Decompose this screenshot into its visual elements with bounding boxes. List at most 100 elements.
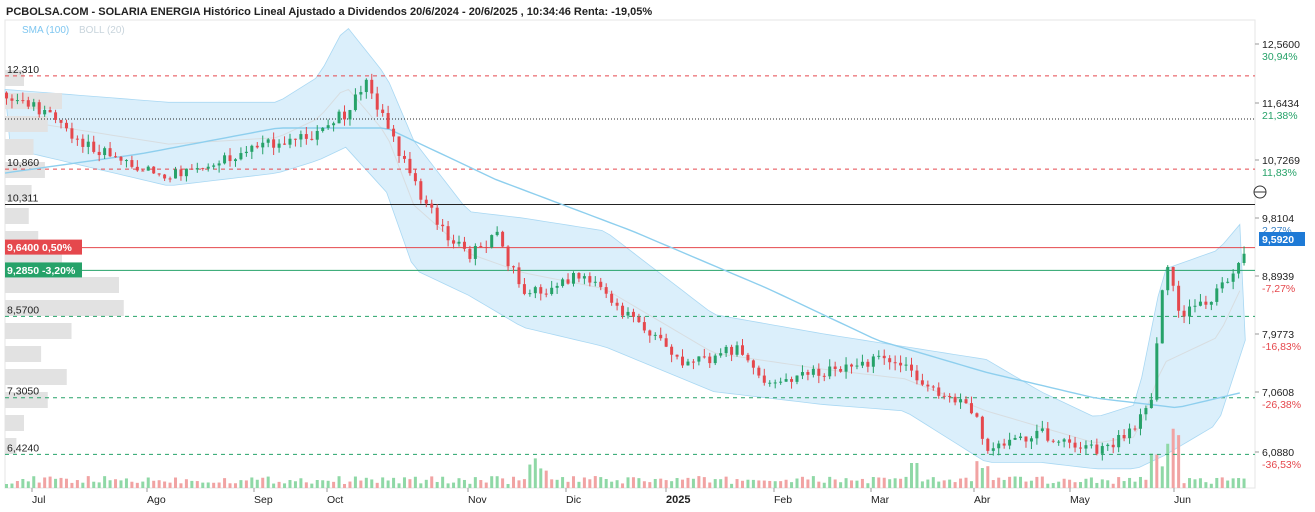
candle [332, 121, 336, 132]
candle [1215, 284, 1219, 306]
candle [795, 375, 799, 385]
candle-body [1057, 441, 1061, 443]
candle [659, 327, 663, 341]
candle-body [5, 92, 8, 99]
candle-body [1084, 445, 1088, 449]
candle-body [621, 305, 625, 316]
volume-bar [593, 476, 597, 488]
volume-bar [517, 480, 521, 488]
volume-bar [70, 482, 74, 488]
volume-bar [239, 480, 243, 488]
candle [146, 165, 150, 171]
bollinger-fill [4, 27, 1246, 470]
volume-bar [604, 478, 608, 488]
profile-bar [5, 392, 48, 408]
candle-body [392, 128, 396, 137]
candle-body [81, 138, 85, 147]
candle [163, 173, 167, 181]
volume-bar [130, 481, 134, 488]
candle [206, 163, 210, 172]
candle-body [70, 128, 74, 139]
volume-bar [533, 458, 537, 488]
volume-bar [386, 480, 390, 488]
candle [550, 280, 554, 296]
volume-bar [1220, 477, 1224, 488]
candle-body [948, 396, 952, 398]
candle-body [48, 109, 52, 113]
volume-bar [1089, 477, 1093, 488]
candle-body [615, 302, 619, 306]
candle [212, 163, 216, 170]
x-axis: Jul Ago Sep Oct Nov Dic 2025 Feb Mar Abr May Jun [31, 488, 1191, 506]
last-price-badge: 9,5920 [1259, 232, 1305, 246]
profile-bar [5, 415, 24, 431]
candle [337, 109, 341, 124]
candle [1057, 440, 1061, 446]
candle-body [702, 356, 706, 358]
candle [1089, 439, 1093, 449]
legend-sma[interactable]: SMA (100) [22, 25, 69, 36]
candle [773, 379, 777, 389]
volume-bar [1051, 483, 1055, 488]
volume-bar [1138, 476, 1142, 488]
candle-body [255, 145, 259, 148]
volume-bar [626, 477, 630, 488]
volume-bar [174, 477, 178, 488]
candle [975, 412, 979, 418]
candle [223, 152, 227, 165]
candle-body [795, 375, 799, 382]
candle [691, 359, 695, 370]
candle-body [141, 170, 145, 172]
volume-bar [719, 479, 723, 488]
y-tick-label: 12,5600 [1262, 39, 1300, 51]
volume-bar [332, 481, 336, 488]
candle [293, 138, 297, 147]
candle-body [441, 224, 445, 227]
y-tick-pct: -36,53% [1262, 459, 1301, 471]
candle [1193, 299, 1197, 313]
volume-bar [811, 476, 815, 488]
volume-bar [201, 482, 205, 488]
volume-bar [1111, 483, 1115, 488]
candle [15, 93, 19, 105]
candle-body [806, 372, 810, 375]
candle-body [146, 166, 150, 171]
last-price-value: 9,5920 [1262, 234, 1294, 246]
volume-bar [1242, 478, 1246, 488]
candle-body [1117, 435, 1121, 448]
candle-body [462, 241, 466, 249]
candle-body [1008, 439, 1012, 446]
volume-bar [1204, 482, 1208, 488]
volume-bar [103, 476, 107, 488]
candle [997, 440, 1001, 456]
candle [1138, 408, 1142, 436]
candle-body [1220, 282, 1224, 289]
candle [784, 373, 788, 382]
candle-body [1138, 414, 1142, 429]
candle-body [604, 287, 608, 294]
candle [304, 127, 308, 145]
candle [452, 234, 456, 249]
candle [408, 151, 412, 176]
candle-body [397, 136, 401, 156]
volume-bar [108, 480, 112, 488]
volume-bar [43, 477, 47, 488]
candle-body [1144, 408, 1148, 415]
candle [877, 350, 881, 360]
legend-boll[interactable]: BOLL (20) [79, 25, 125, 36]
volume-bar [986, 466, 990, 488]
candle-body [926, 384, 930, 387]
volume-bar [931, 477, 935, 488]
volume-bar [359, 480, 363, 488]
level-lines: 12,310 10,860 10,311 8,5700 7,3050 6,4240 9,64… [5, 64, 1255, 455]
candle-body [43, 109, 47, 115]
candle-body [233, 159, 237, 162]
candle [343, 105, 347, 126]
candle [664, 333, 668, 348]
candle-body [484, 246, 488, 248]
candle [860, 354, 864, 369]
crosshair-handle-icon[interactable] [1253, 185, 1267, 199]
candle [1149, 393, 1153, 409]
candle-body [381, 109, 385, 113]
volume-bar [762, 480, 766, 488]
